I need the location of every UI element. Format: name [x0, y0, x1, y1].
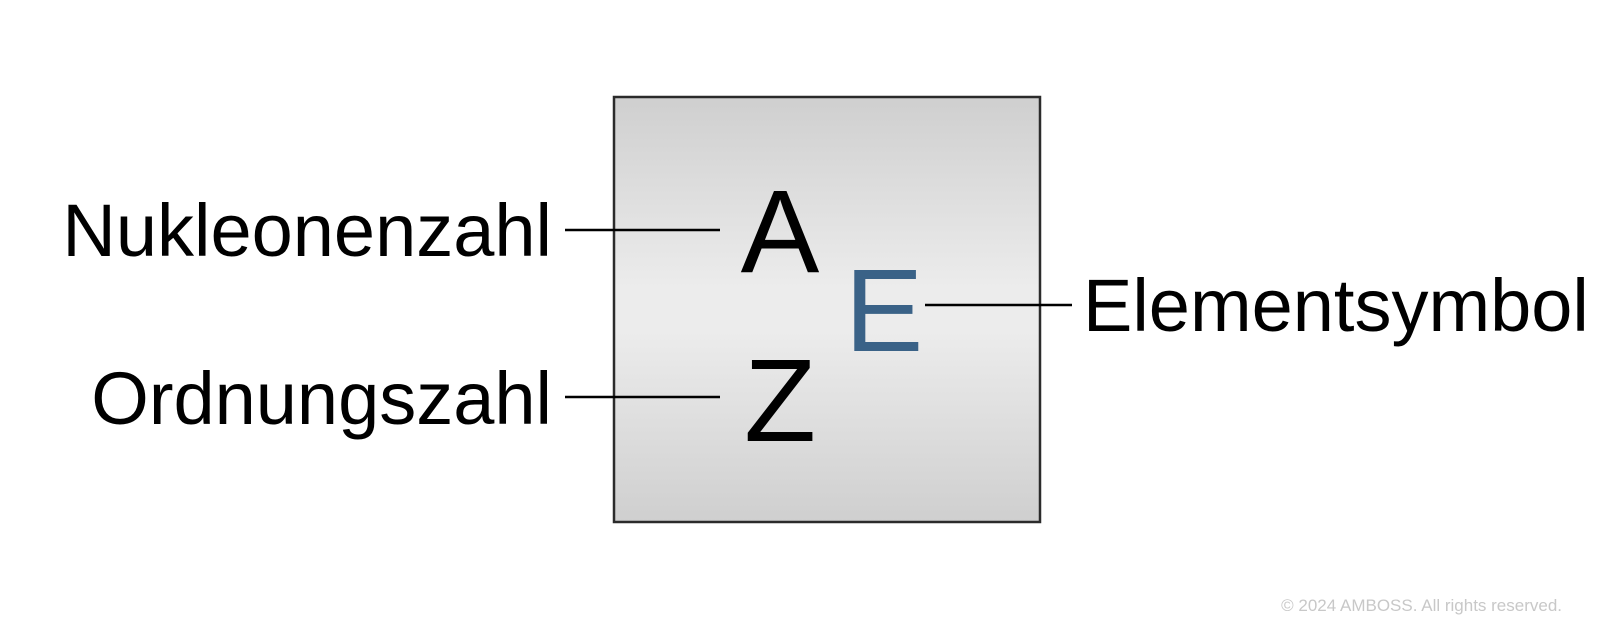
element-symbol-label: Elementsymbol — [1083, 264, 1589, 347]
element-symbol: E — [845, 245, 924, 377]
atomic-number-symbol: Z — [744, 335, 816, 467]
element-box — [612, 95, 1042, 524]
mass-number-symbol: A — [741, 166, 820, 298]
copyright-notice: © 2024 AMBOSS. All rights reserved. — [1281, 596, 1562, 615]
atomic-number-label: Ordnungszahl — [91, 357, 552, 440]
nucleon-number-label: Nukleonenzahl — [62, 189, 552, 272]
